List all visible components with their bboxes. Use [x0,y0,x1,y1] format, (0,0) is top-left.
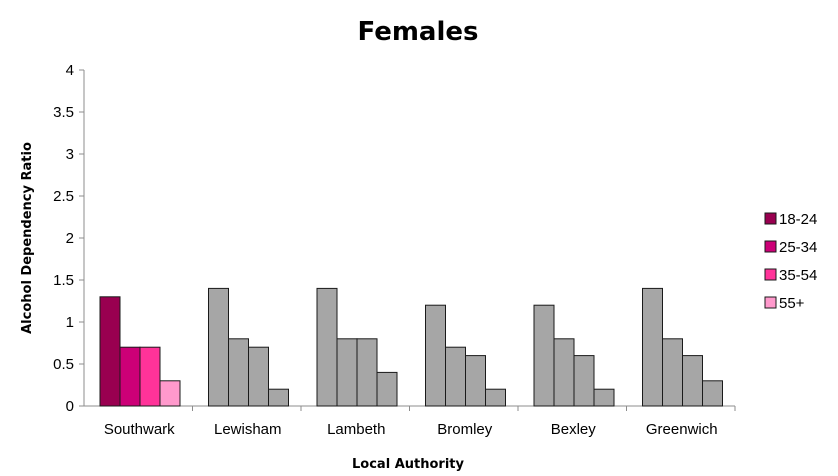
bar-southwark-18-24 [99,296,121,407]
legend-label: 18-24 [779,211,817,228]
bar-bexley-55plus [593,388,615,407]
legend-swatch [764,240,777,253]
bar-lambeth-55plus [376,371,398,407]
x-axis-label: Local Authority [352,457,464,472]
x-tick-label: Southwark [104,421,175,438]
bar-lewisham-18-24 [208,287,229,407]
bar-greenwich-18-24 [642,287,663,407]
y-tick-label: 0.5 [53,356,74,373]
legend-label: 25-34 [779,239,817,256]
x-tick-label: Greenwich [646,421,718,438]
y-tick-label: 1.5 [53,272,74,289]
y-tick-label: 1 [66,314,74,331]
bar-greenwich-35-54 [682,355,703,407]
bar-bromley-18-24 [425,304,446,407]
x-tick-label: Bexley [551,421,597,438]
bar-lewisham-25-34 [228,338,249,407]
plot-area: 0 0.5 1 1.5 2 2.5 3 3.5 4 Southwark Lewisham Lambet… [53,62,736,438]
legend-swatch [764,212,777,225]
y-tick-label: 4 [66,62,74,79]
x-tick-label: Lewisham [214,421,282,438]
legend-swatch [764,268,777,281]
y-axis-label: Alcohol Dependency Ratio [20,142,35,334]
bar-bexley-25-34 [553,338,575,407]
legend-label: 35-54 [779,267,817,284]
legend-swatch [764,296,777,309]
bar-lewisham-55plus [268,388,289,407]
bar-bromley-55plus [485,388,506,407]
bar-lambeth-25-34 [336,338,358,407]
bar-greenwich-25-34 [662,338,683,407]
y-tick-label: 3.5 [53,104,74,121]
chart-title: Females [358,17,479,47]
bar-bromley-25-34 [445,346,466,407]
bar-bexley-18-24 [533,304,555,407]
y-tick-label: 3 [66,146,74,163]
y-tick-label: 2.5 [53,188,74,205]
bar-lambeth-18-24 [316,287,338,407]
legend: 18-24 25-34 35-54 55+ [764,211,817,312]
bar-lambeth-35-54 [356,338,378,407]
y-tick-label: 0 [66,398,74,415]
bar-southwark-55plus [159,380,181,407]
y-tick-label: 2 [66,230,74,247]
bar-southwark-35-54 [139,346,161,407]
bar-greenwich-55plus [702,380,723,407]
legend-label: 55+ [779,295,805,312]
bar-lewisham-35-54 [248,346,269,407]
bar-bromley-35-54 [465,355,486,407]
bar-bexley-35-54 [573,355,595,407]
x-tick-label: Bromley [437,421,493,438]
x-tick-label: Lambeth [327,421,385,438]
bar-southwark-25-34 [119,346,141,407]
